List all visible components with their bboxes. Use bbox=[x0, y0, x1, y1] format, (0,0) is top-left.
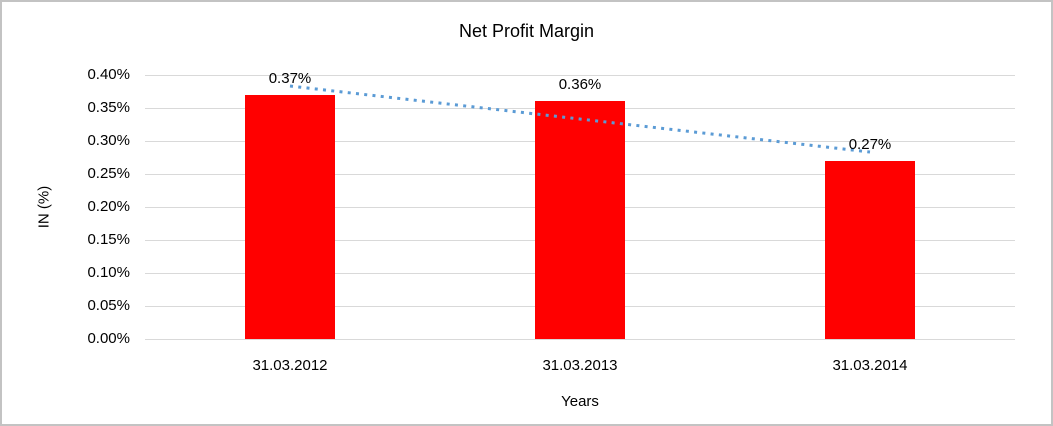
data-label: 0.37% bbox=[268, 69, 312, 87]
bar-31.03.2012 bbox=[245, 94, 335, 339]
y-tick-label: 0.20% bbox=[87, 198, 130, 215]
y-tick-label: 0.35% bbox=[87, 99, 130, 116]
y-tick-label: 0.05% bbox=[87, 297, 130, 314]
x-axis-title: Years bbox=[561, 393, 599, 410]
gridline bbox=[145, 74, 1015, 76]
x-tick-label: 31.03.2014 bbox=[832, 357, 908, 374]
x-tick-label: 31.03.2013 bbox=[542, 357, 618, 374]
data-label: 0.36% bbox=[558, 76, 602, 94]
y-tick-label: 0.30% bbox=[87, 132, 130, 149]
y-tick-label: 0.10% bbox=[87, 264, 130, 281]
bar-31.03.2013 bbox=[535, 101, 625, 339]
gridline bbox=[145, 338, 1015, 340]
plot-area: 0.37% 0.36% 0.27% bbox=[145, 70, 1015, 340]
data-label: 0.27% bbox=[848, 135, 892, 153]
y-tick-label: 0.40% bbox=[87, 66, 130, 83]
bar-31.03.2014 bbox=[825, 160, 915, 339]
y-tick-label: 0.15% bbox=[87, 231, 130, 248]
trendline bbox=[289, 84, 871, 154]
x-tick-label: 31.03.2012 bbox=[252, 357, 328, 374]
chart-title: Net Profit Margin bbox=[458, 21, 595, 41]
y-tick-label: 0.25% bbox=[87, 165, 130, 182]
y-tick-label: 0.00% bbox=[87, 330, 130, 347]
